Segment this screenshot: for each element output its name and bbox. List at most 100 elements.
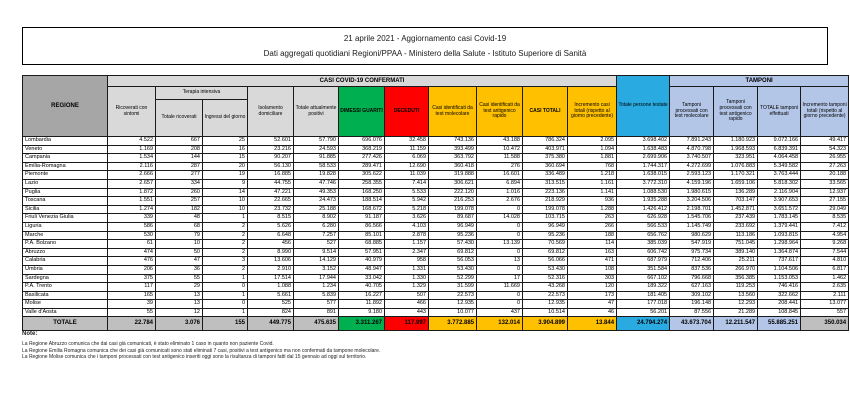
- data-cell: 108: [566, 264, 618, 275]
- header-casi-test-antigenico: Casi identificati da test antigenico rap…: [476, 86, 523, 137]
- total-cell: 3.904.899: [522, 316, 568, 332]
- data-cell: 85.101: [338, 230, 385, 241]
- data-cell: 1.551: [107, 196, 156, 206]
- data-cell: 667: [155, 136, 203, 146]
- data-cell: 3: [202, 256, 248, 266]
- data-cell: 1.462: [800, 273, 850, 284]
- total-cell: 3.311.267: [338, 316, 385, 332]
- data-cell: 13: [155, 290, 203, 301]
- data-cell: 188.514: [338, 196, 385, 206]
- data-cell: 53.430: [522, 264, 568, 275]
- data-cell: 751.045: [713, 239, 759, 249]
- data-cell: 3.740.507: [669, 153, 715, 163]
- data-cell: 2: [202, 239, 248, 249]
- data-cell: 2: [202, 230, 248, 241]
- data-cell: 91.885: [293, 153, 339, 163]
- table-row: Liguria 586 68 2 5.626 6.280 86.566 4.103 96.949…: [22, 221, 850, 232]
- data-cell: 89.687: [428, 213, 477, 223]
- data-cell: 10.514: [522, 307, 568, 318]
- data-cell: 52.316: [522, 273, 568, 284]
- data-cell: 1.016: [476, 187, 523, 198]
- header-totale-attualmente-positivi: Totale attualmente positivi: [293, 86, 339, 137]
- data-cell: 393.499: [428, 144, 477, 155]
- data-cell: 360.418: [428, 161, 477, 172]
- data-cell: 208.441: [757, 299, 802, 309]
- data-cell: 199.078: [428, 204, 477, 215]
- table-row: Campania 1.534 144 15 90.207 91.885 277.426 6.0…: [22, 153, 850, 163]
- data-cell: 58.533: [293, 161, 339, 172]
- data-cell: 0: [476, 247, 523, 258]
- data-cell: 5.218: [384, 204, 429, 215]
- data-cell: 1.169: [107, 144, 156, 155]
- data-cell: 2.116: [107, 161, 156, 172]
- data-cell: 3.907.653: [757, 196, 802, 206]
- data-cell: 389.140: [713, 247, 759, 258]
- data-cell: 626.928: [616, 213, 671, 223]
- total-cell: 24.794.274: [616, 316, 671, 332]
- data-cell: 837.536: [669, 264, 715, 275]
- data-cell: 56.201: [616, 307, 671, 318]
- data-cell: 0: [202, 282, 248, 292]
- data-cell: 1.545.706: [669, 213, 715, 223]
- data-cell: 743.136: [428, 136, 477, 146]
- data-cell: 1.881: [566, 153, 618, 163]
- data-cell: 258.355: [338, 178, 385, 189]
- data-cell: 2.111: [800, 290, 850, 301]
- data-cell: 11.892: [338, 299, 385, 309]
- data-cell: 4.954: [800, 230, 850, 241]
- data-cell: 1.076.883: [713, 161, 759, 172]
- total-row: TOTALE 22.784 3.076 155 449.775 475.635 3.311.…: [22, 316, 850, 332]
- data-cell: 87.556: [669, 307, 715, 318]
- data-cell: 403.971: [522, 144, 568, 155]
- data-cell: 1.638.015: [616, 170, 671, 180]
- data-cell: 12: [155, 307, 203, 318]
- data-cell: 6.817: [800, 264, 850, 275]
- table-body: Lombardia 4.522 667 25 52.601 57.790 696.076 32…: [22, 136, 850, 332]
- data-cell: 1.218: [566, 170, 618, 180]
- region-name: Lazio: [22, 178, 108, 189]
- data-cell: 466: [384, 299, 429, 309]
- region-name: Liguria: [22, 221, 108, 232]
- data-cell: 0: [476, 299, 523, 309]
- data-cell: 1: [202, 213, 248, 223]
- data-cell: 96.949: [522, 221, 568, 232]
- data-cell: 1.094: [566, 144, 618, 155]
- total-cell: 117.997: [384, 316, 429, 332]
- data-cell: 1.145.749: [669, 221, 715, 232]
- data-cell: 10: [155, 239, 203, 249]
- data-cell: 15: [202, 153, 248, 163]
- header-isolamento-domiciliare: Isolamento domiciliare: [247, 86, 294, 137]
- data-cell: 768: [566, 161, 618, 172]
- data-cell: 4.064.458: [757, 153, 802, 163]
- data-cell: 1.872: [107, 187, 156, 198]
- data-cell: 0: [476, 221, 523, 232]
- data-cell: 2.910: [247, 264, 294, 275]
- note-item: La Regione Molise comunica che i tamponi…: [22, 354, 367, 360]
- data-cell: 360.694: [522, 161, 568, 172]
- data-cell: 17.514: [247, 273, 294, 284]
- data-cell: 24.593: [293, 144, 339, 155]
- data-cell: 53.430: [428, 264, 477, 275]
- data-cell: 46: [566, 307, 618, 318]
- region-name: Valle d'Aosta: [22, 307, 108, 318]
- data-cell: 9.268: [800, 239, 850, 249]
- data-cell: 5.661: [247, 290, 294, 301]
- data-cell: 7.257: [293, 230, 339, 241]
- data-cell: 1.331: [384, 264, 429, 275]
- title-source-line: Dati aggregati quotidiani Regioni/PPAA -…: [263, 49, 587, 58]
- data-cell: 47: [155, 256, 203, 266]
- data-cell: 276: [476, 161, 523, 172]
- region-name: Marche: [22, 230, 108, 241]
- data-cell: 13.606: [247, 256, 294, 266]
- data-cell: 10.077: [428, 307, 477, 318]
- data-cell: 31.599: [428, 282, 477, 292]
- data-cell: 527: [293, 239, 339, 249]
- data-cell: 5.839: [293, 290, 339, 301]
- data-cell: 95.236: [522, 230, 568, 241]
- header-dimessi-guariti: DIMESSI GUARITI: [338, 86, 385, 137]
- data-cell: 50: [155, 247, 203, 258]
- table-row: Lazio 2.657 334 9 44.755 47.746 258.355 7.414 30…: [22, 178, 850, 189]
- data-cell: 1.329: [384, 282, 429, 292]
- data-cell: 13: [155, 299, 203, 309]
- table-row: Sardegna 375 55 1 17.514 17.944 33.042 1.330 52.…: [22, 273, 850, 284]
